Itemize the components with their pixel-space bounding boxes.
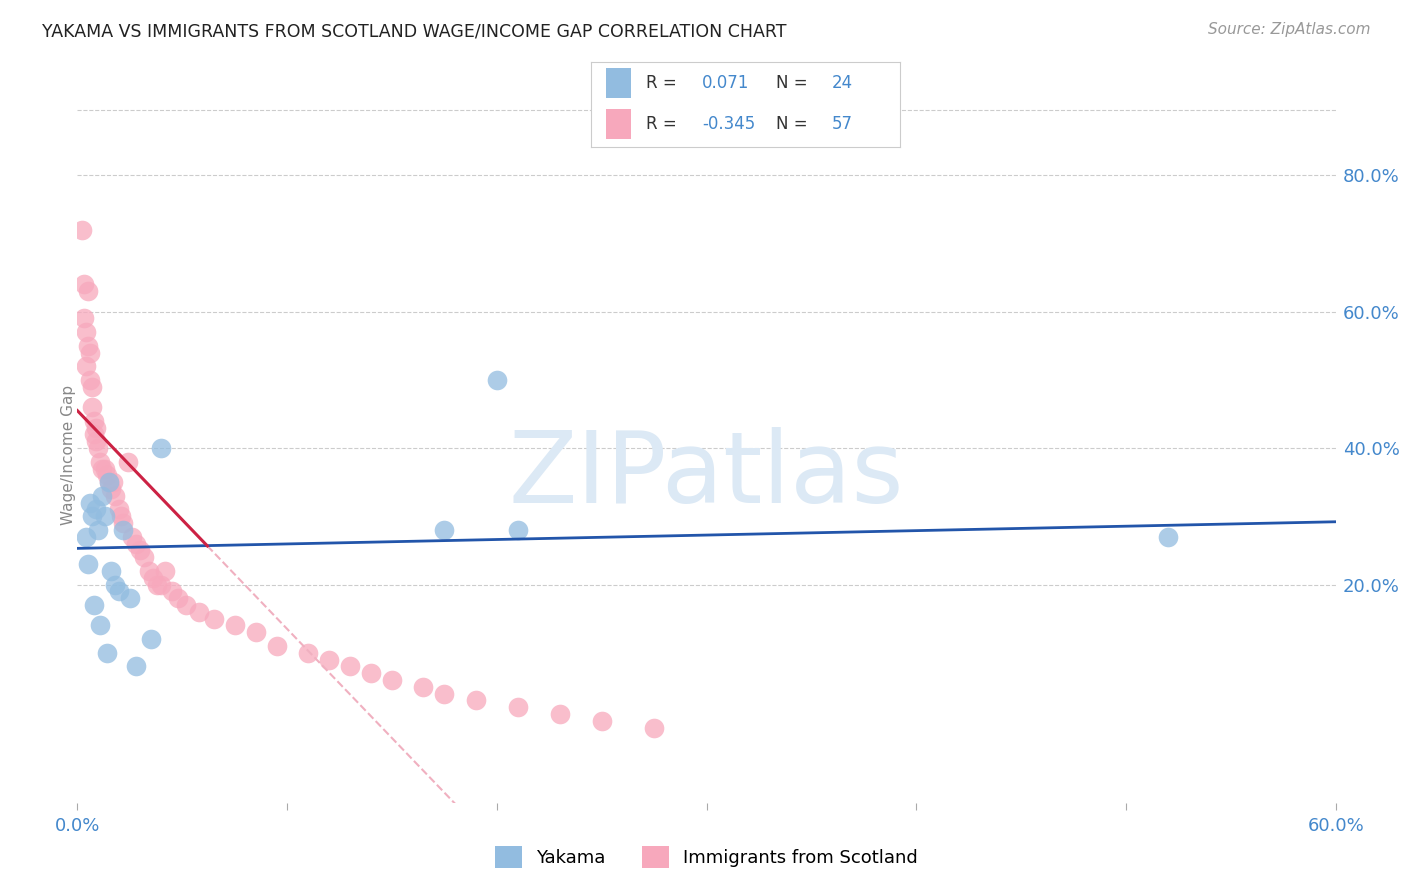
Point — [108, 584, 131, 599]
Point — [75, 325, 97, 339]
Point — [93, 461, 115, 475]
Point — [548, 707, 571, 722]
Point — [93, 509, 115, 524]
Point — [84, 502, 107, 516]
Text: 0.071: 0.071 — [702, 74, 749, 92]
FancyBboxPatch shape — [606, 69, 631, 98]
Point — [80, 400, 103, 414]
Point — [339, 659, 361, 673]
Text: R =: R = — [647, 115, 676, 133]
Point — [485, 373, 508, 387]
Point — [150, 577, 173, 591]
Point — [433, 687, 456, 701]
Point — [412, 680, 434, 694]
Point — [167, 591, 190, 606]
Point — [110, 509, 132, 524]
Point — [318, 652, 340, 666]
Point — [146, 577, 169, 591]
Point — [75, 530, 97, 544]
Point — [118, 591, 141, 606]
Point — [87, 523, 110, 537]
Point — [112, 516, 135, 530]
Point — [112, 523, 135, 537]
Text: N =: N = — [776, 115, 807, 133]
Point — [591, 714, 613, 728]
Point — [360, 666, 382, 681]
Point — [155, 564, 177, 578]
Point — [79, 373, 101, 387]
Point — [83, 427, 105, 442]
Text: 24: 24 — [832, 74, 853, 92]
Point — [202, 612, 225, 626]
Point — [1157, 530, 1180, 544]
Point — [96, 646, 118, 660]
Point — [80, 509, 103, 524]
Point — [75, 359, 97, 374]
Point — [506, 700, 529, 714]
Point — [79, 345, 101, 359]
Point — [91, 461, 114, 475]
Point — [76, 339, 98, 353]
Point — [70, 223, 93, 237]
Text: -0.345: -0.345 — [702, 115, 755, 133]
Point — [76, 557, 98, 571]
Point — [138, 564, 160, 578]
Point — [84, 434, 107, 449]
FancyBboxPatch shape — [606, 109, 631, 139]
Point — [97, 475, 120, 490]
Point — [139, 632, 162, 646]
Point — [96, 468, 118, 483]
Point — [142, 571, 165, 585]
Point — [83, 414, 105, 428]
Point — [72, 311, 94, 326]
Legend: Yakama, Immigrants from Scotland: Yakama, Immigrants from Scotland — [489, 841, 924, 874]
Point — [125, 659, 148, 673]
Point — [381, 673, 404, 687]
Point — [176, 598, 198, 612]
Text: ZIPatlas: ZIPatlas — [509, 427, 904, 524]
Point — [433, 523, 456, 537]
Point — [72, 277, 94, 292]
Point — [76, 284, 98, 298]
Point — [129, 543, 152, 558]
Point — [224, 618, 246, 632]
Text: 57: 57 — [832, 115, 853, 133]
Point — [100, 564, 122, 578]
Point — [117, 455, 139, 469]
Point — [188, 605, 211, 619]
Point — [83, 598, 105, 612]
Point — [506, 523, 529, 537]
Text: N =: N = — [776, 74, 807, 92]
Point — [80, 380, 103, 394]
Point — [91, 489, 114, 503]
Point — [100, 482, 122, 496]
Point — [104, 577, 127, 591]
Point — [104, 489, 127, 503]
Point — [266, 639, 288, 653]
Point — [101, 475, 124, 490]
Point — [89, 455, 111, 469]
Text: R =: R = — [647, 74, 676, 92]
Point — [464, 693, 486, 707]
Y-axis label: Wage/Income Gap: Wage/Income Gap — [62, 384, 76, 525]
Point — [245, 625, 267, 640]
Point — [79, 496, 101, 510]
Point — [97, 475, 120, 490]
Point — [87, 441, 110, 455]
Point — [89, 618, 111, 632]
Point — [125, 536, 148, 550]
Point — [108, 502, 131, 516]
Point — [121, 530, 143, 544]
Point — [150, 441, 173, 455]
Point — [134, 550, 156, 565]
Point — [297, 646, 319, 660]
Point — [643, 721, 665, 735]
Point — [84, 420, 107, 434]
Text: YAKAMA VS IMMIGRANTS FROM SCOTLAND WAGE/INCOME GAP CORRELATION CHART: YAKAMA VS IMMIGRANTS FROM SCOTLAND WAGE/… — [42, 22, 787, 40]
Point — [160, 584, 183, 599]
Text: Source: ZipAtlas.com: Source: ZipAtlas.com — [1208, 22, 1371, 37]
